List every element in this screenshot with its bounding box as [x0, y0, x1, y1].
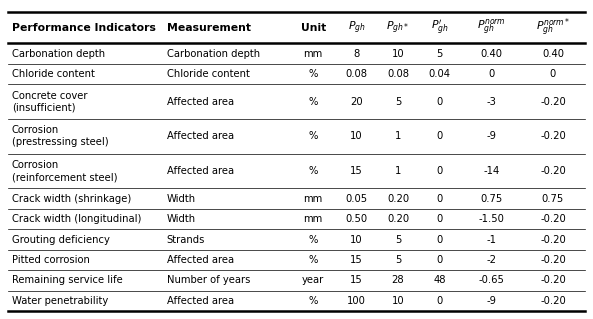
Text: Number of years: Number of years [167, 275, 250, 286]
Text: Affected area: Affected area [167, 131, 234, 141]
Text: Remaining service life: Remaining service life [12, 275, 123, 286]
Text: Corrosion
(reinforcement steel): Corrosion (reinforcement steel) [12, 160, 117, 182]
Text: 10: 10 [350, 234, 363, 244]
Text: Measurement: Measurement [167, 23, 251, 33]
Text: 5: 5 [395, 97, 401, 107]
Text: 15: 15 [350, 166, 363, 176]
Text: 0: 0 [436, 194, 443, 204]
Text: 1: 1 [395, 166, 401, 176]
Text: 0: 0 [436, 255, 443, 265]
Text: 0.04: 0.04 [429, 69, 451, 79]
Text: %: % [308, 255, 318, 265]
Text: 0.20: 0.20 [387, 194, 409, 204]
Text: -1.50: -1.50 [479, 214, 504, 224]
Text: 28: 28 [392, 275, 404, 286]
Text: Unit: Unit [301, 23, 326, 33]
Text: Chloride content: Chloride content [12, 69, 95, 79]
Text: 0.05: 0.05 [346, 194, 368, 204]
Text: 15: 15 [350, 275, 363, 286]
Text: Concrete cover
(insufficient): Concrete cover (insufficient) [12, 91, 88, 113]
Text: mm: mm [304, 214, 323, 224]
Text: 100: 100 [347, 296, 366, 306]
Text: 0.50: 0.50 [346, 214, 368, 224]
Text: -0.20: -0.20 [540, 214, 566, 224]
Text: Affected area: Affected area [167, 296, 234, 306]
Text: Crack width (shrinkage): Crack width (shrinkage) [12, 194, 131, 204]
Text: Chloride content: Chloride content [167, 69, 250, 79]
Text: 0.40: 0.40 [480, 48, 502, 59]
Text: 15: 15 [350, 255, 363, 265]
Text: -0.20: -0.20 [540, 275, 566, 286]
Text: 0.20: 0.20 [387, 214, 409, 224]
Text: -3: -3 [486, 97, 496, 107]
Text: $P_{gh}$: $P_{gh}$ [347, 19, 365, 36]
Text: 5: 5 [436, 48, 443, 59]
Text: -14: -14 [483, 166, 499, 176]
Text: mm: mm [304, 48, 323, 59]
Text: -0.20: -0.20 [540, 97, 566, 107]
Text: -0.65: -0.65 [479, 275, 504, 286]
Text: Affected area: Affected area [167, 255, 234, 265]
Text: Carbonation depth: Carbonation depth [167, 48, 260, 59]
Text: -9: -9 [486, 296, 496, 306]
Text: %: % [308, 234, 318, 244]
Text: Carbonation depth: Carbonation depth [12, 48, 105, 59]
Text: -0.20: -0.20 [540, 131, 566, 141]
Text: Affected area: Affected area [167, 166, 234, 176]
Text: $P^{norm}_{gh}$: $P^{norm}_{gh}$ [477, 18, 506, 37]
Text: 0: 0 [436, 97, 443, 107]
Text: -0.20: -0.20 [540, 255, 566, 265]
Text: 1: 1 [395, 131, 401, 141]
Text: 10: 10 [392, 48, 404, 59]
Text: 5: 5 [395, 234, 401, 244]
Text: %: % [308, 296, 318, 306]
Text: %: % [308, 69, 318, 79]
Text: 0: 0 [436, 166, 443, 176]
Text: $P^{\prime}_{gh}$: $P^{\prime}_{gh}$ [431, 19, 448, 37]
Text: -0.20: -0.20 [540, 234, 566, 244]
Text: %: % [308, 97, 318, 107]
Text: Performance Indicators: Performance Indicators [12, 23, 156, 33]
Text: -9: -9 [486, 131, 496, 141]
Text: mm: mm [304, 194, 323, 204]
Text: 10: 10 [392, 296, 404, 306]
Text: 0.08: 0.08 [387, 69, 409, 79]
Text: 0.40: 0.40 [542, 48, 564, 59]
Text: 10: 10 [350, 131, 363, 141]
Text: 0: 0 [436, 296, 443, 306]
Text: 8: 8 [353, 48, 359, 59]
Text: Strands: Strands [167, 234, 205, 244]
Text: 0: 0 [436, 214, 443, 224]
Text: -1: -1 [486, 234, 496, 244]
Text: -0.20: -0.20 [540, 296, 566, 306]
Text: 5: 5 [395, 255, 401, 265]
Text: 0: 0 [550, 69, 556, 79]
Text: 0.75: 0.75 [480, 194, 502, 204]
Text: Grouting deficiency: Grouting deficiency [12, 234, 110, 244]
Text: Pitted corrosion: Pitted corrosion [12, 255, 90, 265]
Text: Corrosion
(prestressing steel): Corrosion (prestressing steel) [12, 125, 109, 147]
Text: 0: 0 [436, 234, 443, 244]
Text: -2: -2 [486, 255, 496, 265]
Text: Width: Width [167, 194, 196, 204]
Text: year: year [302, 275, 324, 286]
Text: 0: 0 [488, 69, 495, 79]
Text: Affected area: Affected area [167, 97, 234, 107]
Text: Crack width (longitudinal): Crack width (longitudinal) [12, 214, 141, 224]
Text: $P_{gh*}$: $P_{gh*}$ [387, 19, 410, 36]
Text: $P^{norm*}_{gh}$: $P^{norm*}_{gh}$ [535, 17, 570, 39]
Text: 48: 48 [433, 275, 446, 286]
Text: %: % [308, 166, 318, 176]
Text: 0.75: 0.75 [542, 194, 564, 204]
Text: 20: 20 [350, 97, 363, 107]
Text: Width: Width [167, 214, 196, 224]
Text: 0: 0 [436, 131, 443, 141]
Text: %: % [308, 131, 318, 141]
Text: -0.20: -0.20 [540, 166, 566, 176]
Text: 0.08: 0.08 [346, 69, 368, 79]
Text: Water penetrability: Water penetrability [12, 296, 109, 306]
